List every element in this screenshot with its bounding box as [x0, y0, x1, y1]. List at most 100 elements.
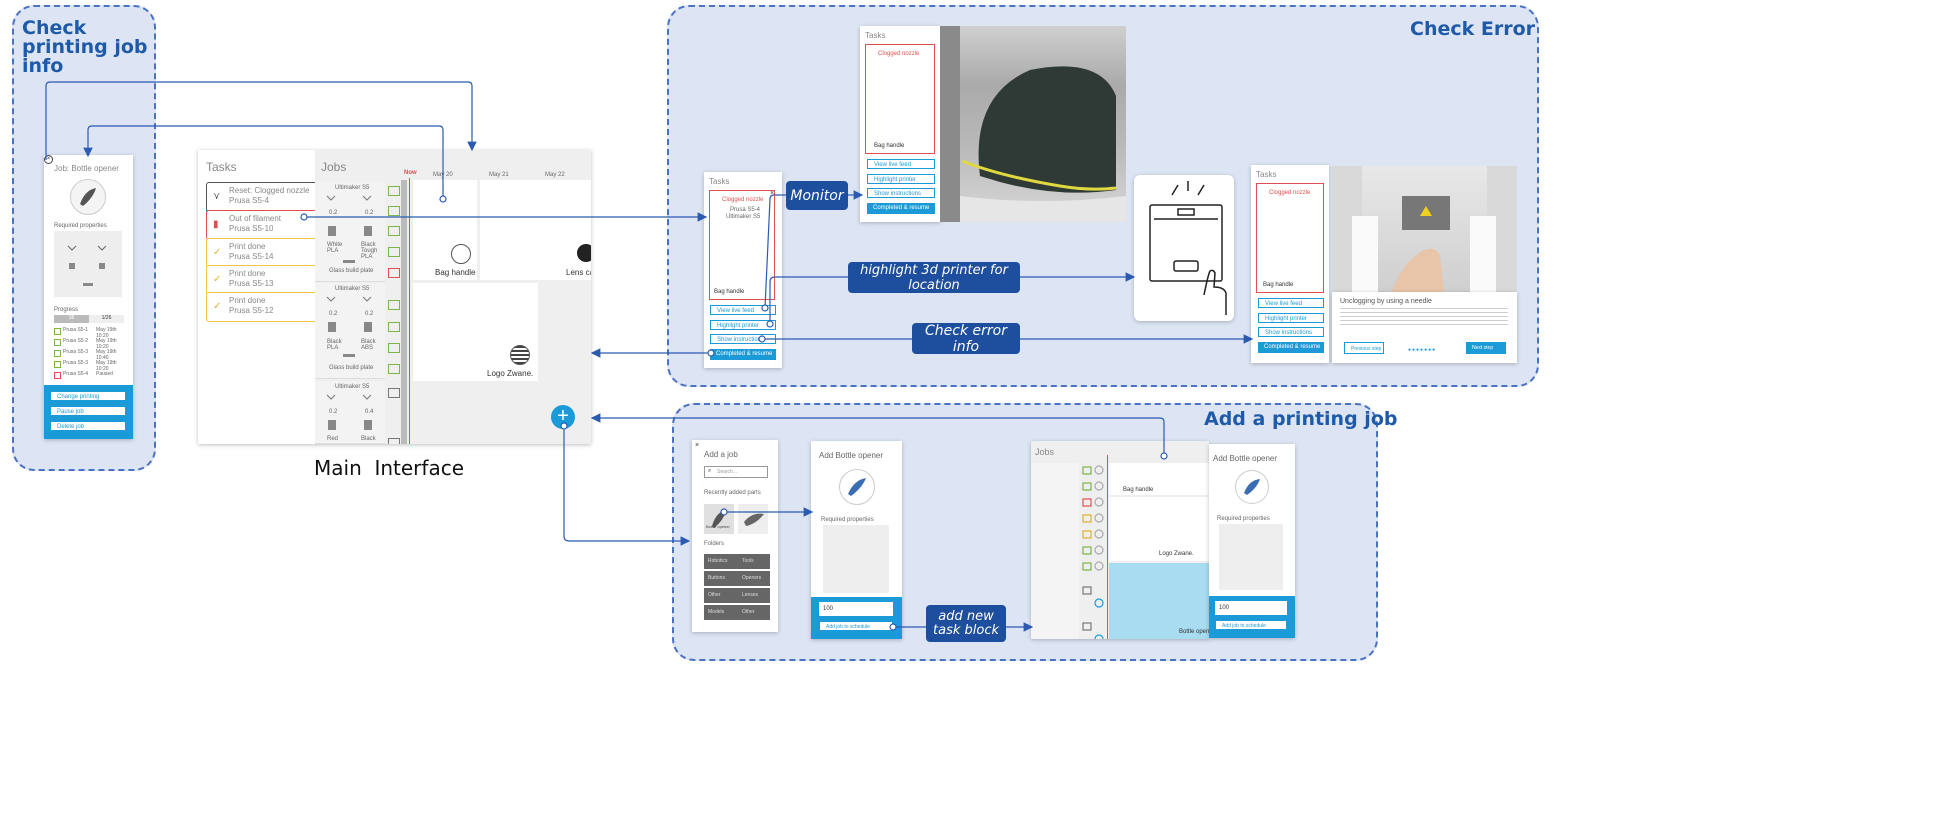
progress-row[interactable]: Prusa S5-3 May 19th 10:40	[54, 349, 126, 361]
progress-row[interactable]: Prusa S5-4 Paused	[54, 371, 126, 382]
folder-item[interactable]: Robotics	[704, 554, 742, 569]
completed-resume-button[interactable]: Completed & resume	[1258, 342, 1324, 353]
timeline-strip	[401, 180, 407, 444]
change-printing-button[interactable]: Change printing	[50, 391, 126, 401]
task-title: Reset: Clogged nozzle	[229, 186, 310, 195]
schedule-panel: Jobs Bag handle Logo Zwane. Bottle opene…	[1031, 441, 1209, 639]
status-box[interactable]	[388, 388, 400, 398]
folder-item[interactable]: Tools	[738, 554, 770, 569]
view-live-feed-button[interactable]: View live feed	[1258, 298, 1324, 308]
completed-resume-button[interactable]: Completed & resume	[710, 349, 776, 360]
back-title[interactable]: Add Bottle opener	[1213, 454, 1278, 463]
folder-item[interactable]: Openers	[738, 571, 770, 586]
close-icon[interactable]: ×	[44, 155, 53, 164]
progress-tabs[interactable]: 38 1/26	[54, 315, 124, 323]
progress-date: Paused	[96, 371, 113, 377]
show-instructions-button[interactable]: Show instructions	[1258, 327, 1324, 337]
completed-resume-button[interactable]: Completed & resume	[867, 203, 935, 214]
next-step-button[interactable]: Next step	[1466, 342, 1506, 354]
job-block-logo[interactable]: Logo Zwane.	[413, 283, 538, 381]
progress-tab-1[interactable]: 38	[54, 315, 89, 323]
job-info-panel: × Job: Bottle opener Required properties…	[44, 155, 133, 439]
nozzle-size: 0.2	[329, 409, 338, 415]
printer-row-2: Ultimaker S5 0.2 0.2 Black PLA Black ABS…	[315, 283, 385, 379]
now-line	[409, 178, 410, 444]
error-tasks-header: Tasks	[709, 177, 730, 186]
clogged-task-card[interactable]: Clogged nozzle Bag handle	[1256, 183, 1324, 293]
status-box[interactable]	[388, 268, 400, 278]
status-box[interactable]	[388, 186, 400, 196]
status-box[interactable]	[388, 226, 400, 236]
view-live-feed-button[interactable]: View live feed	[710, 305, 776, 315]
progress-row[interactable]: Prusa S5-1 May 19th 10:20	[54, 327, 126, 339]
highlight-printer-button[interactable]: Highlight printer	[710, 320, 776, 330]
task-card-filament[interactable]: ▮ Out of filament Prusa S5-10	[206, 210, 336, 240]
material: Black PLA	[327, 339, 342, 351]
progress-tab-2[interactable]: 1/26	[89, 315, 124, 323]
folder-item[interactable]: Other	[738, 605, 770, 620]
progress-row[interactable]: Prusa S5-3 May 19th 10:20	[54, 360, 126, 372]
job-block-lens[interactable]: Lens ca	[480, 180, 591, 280]
recent-part-2[interactable]	[738, 504, 768, 534]
highlight-printer-button[interactable]: Highlight printer	[1258, 313, 1324, 323]
show-instructions-button[interactable]: Show instructions	[867, 188, 935, 198]
status-box[interactable]	[388, 322, 400, 332]
status-box[interactable]	[388, 247, 400, 257]
status-box	[54, 328, 61, 335]
add-to-schedule-button[interactable]: Add job to schedule	[1215, 620, 1287, 630]
recent-part-bottle-opener[interactable]: Bottle opener	[704, 504, 734, 534]
instruction-card: Unclogging by using a needle Previous st…	[1332, 292, 1517, 363]
close-icon[interactable]: ×	[695, 442, 700, 449]
search-placeholder: Search...	[717, 469, 738, 475]
schedule-job-bag-handle[interactable]: Bag handle	[1109, 463, 1209, 495]
step-dots: ●●●●●●●	[1408, 347, 1437, 353]
date-3: May 22	[545, 172, 565, 178]
bottle-opener-thumbnail	[70, 179, 106, 215]
schedule-job-logo[interactable]: Logo Zwane.	[1109, 497, 1209, 561]
clogged-task-card[interactable]: Clogged nozzle Prusa S5-4 Ultimaker S5 B…	[709, 190, 775, 300]
status-box[interactable]	[388, 438, 400, 444]
pause-job-button[interactable]: Pause job	[50, 406, 126, 416]
status-box[interactable]	[388, 300, 400, 310]
previous-step-button[interactable]: Previous step	[1344, 342, 1384, 354]
view-live-feed-button[interactable]: View live feed	[867, 159, 935, 169]
material: Black ABS	[361, 339, 376, 351]
printer-name: Ultimaker S5	[335, 185, 370, 191]
status-box[interactable]	[388, 343, 400, 353]
status-box	[54, 339, 61, 346]
status-box[interactable]	[388, 206, 400, 216]
highlight-label: highlight 3d printer for location	[848, 262, 1020, 293]
filament-icon: ▮	[213, 219, 219, 230]
bottle-opener-thumbnail	[839, 469, 875, 505]
date-2: May 21	[489, 172, 509, 178]
task-card-done-12[interactable]: ✓ Print done Prusa S5-12	[206, 292, 336, 322]
delete-job-button[interactable]: Delete job	[50, 421, 126, 431]
highlight-printer-button[interactable]: Highlight printer	[867, 174, 935, 184]
back-title[interactable]: Add Bottle opener	[819, 451, 884, 460]
monitor-tasks-header: Tasks	[865, 31, 886, 40]
task-item-title: Clogged nozzle	[722, 197, 764, 203]
printer-name: Ultimaker S5	[335, 384, 370, 390]
quantity-field[interactable]: 100	[819, 602, 893, 616]
progress-printer: Prusa S5-3	[63, 349, 89, 355]
task-card-done-13[interactable]: ✓ Print done Prusa S5-13	[206, 265, 336, 295]
task-title: Print done	[229, 269, 266, 278]
folder-item[interactable]: Lenses	[738, 588, 770, 603]
folder-item[interactable]: Other	[704, 588, 742, 603]
printer-row-3: Ultimaker S5 0.2 0.4 Red Black	[315, 381, 385, 444]
new-task-block[interactable]: Bottle opener	[1109, 563, 1209, 639]
error-task-panel: Tasks Clogged nozzle Prusa S5-4 Ultimake…	[704, 172, 782, 368]
quantity-field[interactable]: 100	[1215, 601, 1287, 615]
progress-printer: Prusa S5-4	[63, 371, 89, 377]
progress-row[interactable]: Prusa S5-2 May 19th 10:20	[54, 338, 126, 350]
progress-date: May 19th 10:20	[96, 360, 117, 372]
job-label: Bag handle	[874, 143, 905, 149]
close-icon[interactable]: ×	[770, 190, 775, 197]
folder-item[interactable]: Buttons	[704, 571, 742, 586]
search-input[interactable]: ⌕ Search...	[704, 466, 768, 478]
clogged-task-card[interactable]: Clogged nozzle Bag handle	[865, 44, 935, 154]
monitor-label: Monitor	[786, 181, 848, 210]
status-box[interactable]	[388, 364, 400, 374]
folder-item[interactable]: Models	[704, 605, 742, 620]
build-plate: Glass build plate	[329, 268, 374, 274]
